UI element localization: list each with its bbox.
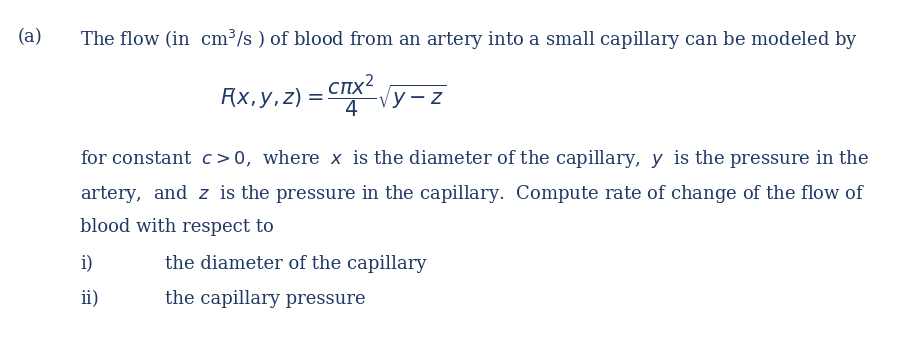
Text: for constant  $c>0$,  where  $x$  is the diameter of the capillary,  $y$  is the: for constant $c>0$, where $x$ is the dia… xyxy=(80,148,868,170)
Text: the capillary pressure: the capillary pressure xyxy=(165,290,365,308)
Text: (a): (a) xyxy=(18,28,42,46)
Text: The flow (in  cm$^3$/s ) of blood from an artery into a small capillary can be m: The flow (in cm$^3$/s ) of blood from an… xyxy=(80,28,857,52)
Text: artery,  and  $z$  is the pressure in the capillary.  Compute rate of change of : artery, and $z$ is the pressure in the c… xyxy=(80,183,864,205)
Text: i): i) xyxy=(80,255,93,273)
Text: ii): ii) xyxy=(80,290,98,308)
Text: $F\!\left(x,y,z\right) = \dfrac{c\pi x^2}{4}\sqrt{y-z}$: $F\!\left(x,y,z\right) = \dfrac{c\pi x^2… xyxy=(220,72,446,120)
Text: blood with respect to: blood with respect to xyxy=(80,218,273,236)
Text: the diameter of the capillary: the diameter of the capillary xyxy=(165,255,426,273)
